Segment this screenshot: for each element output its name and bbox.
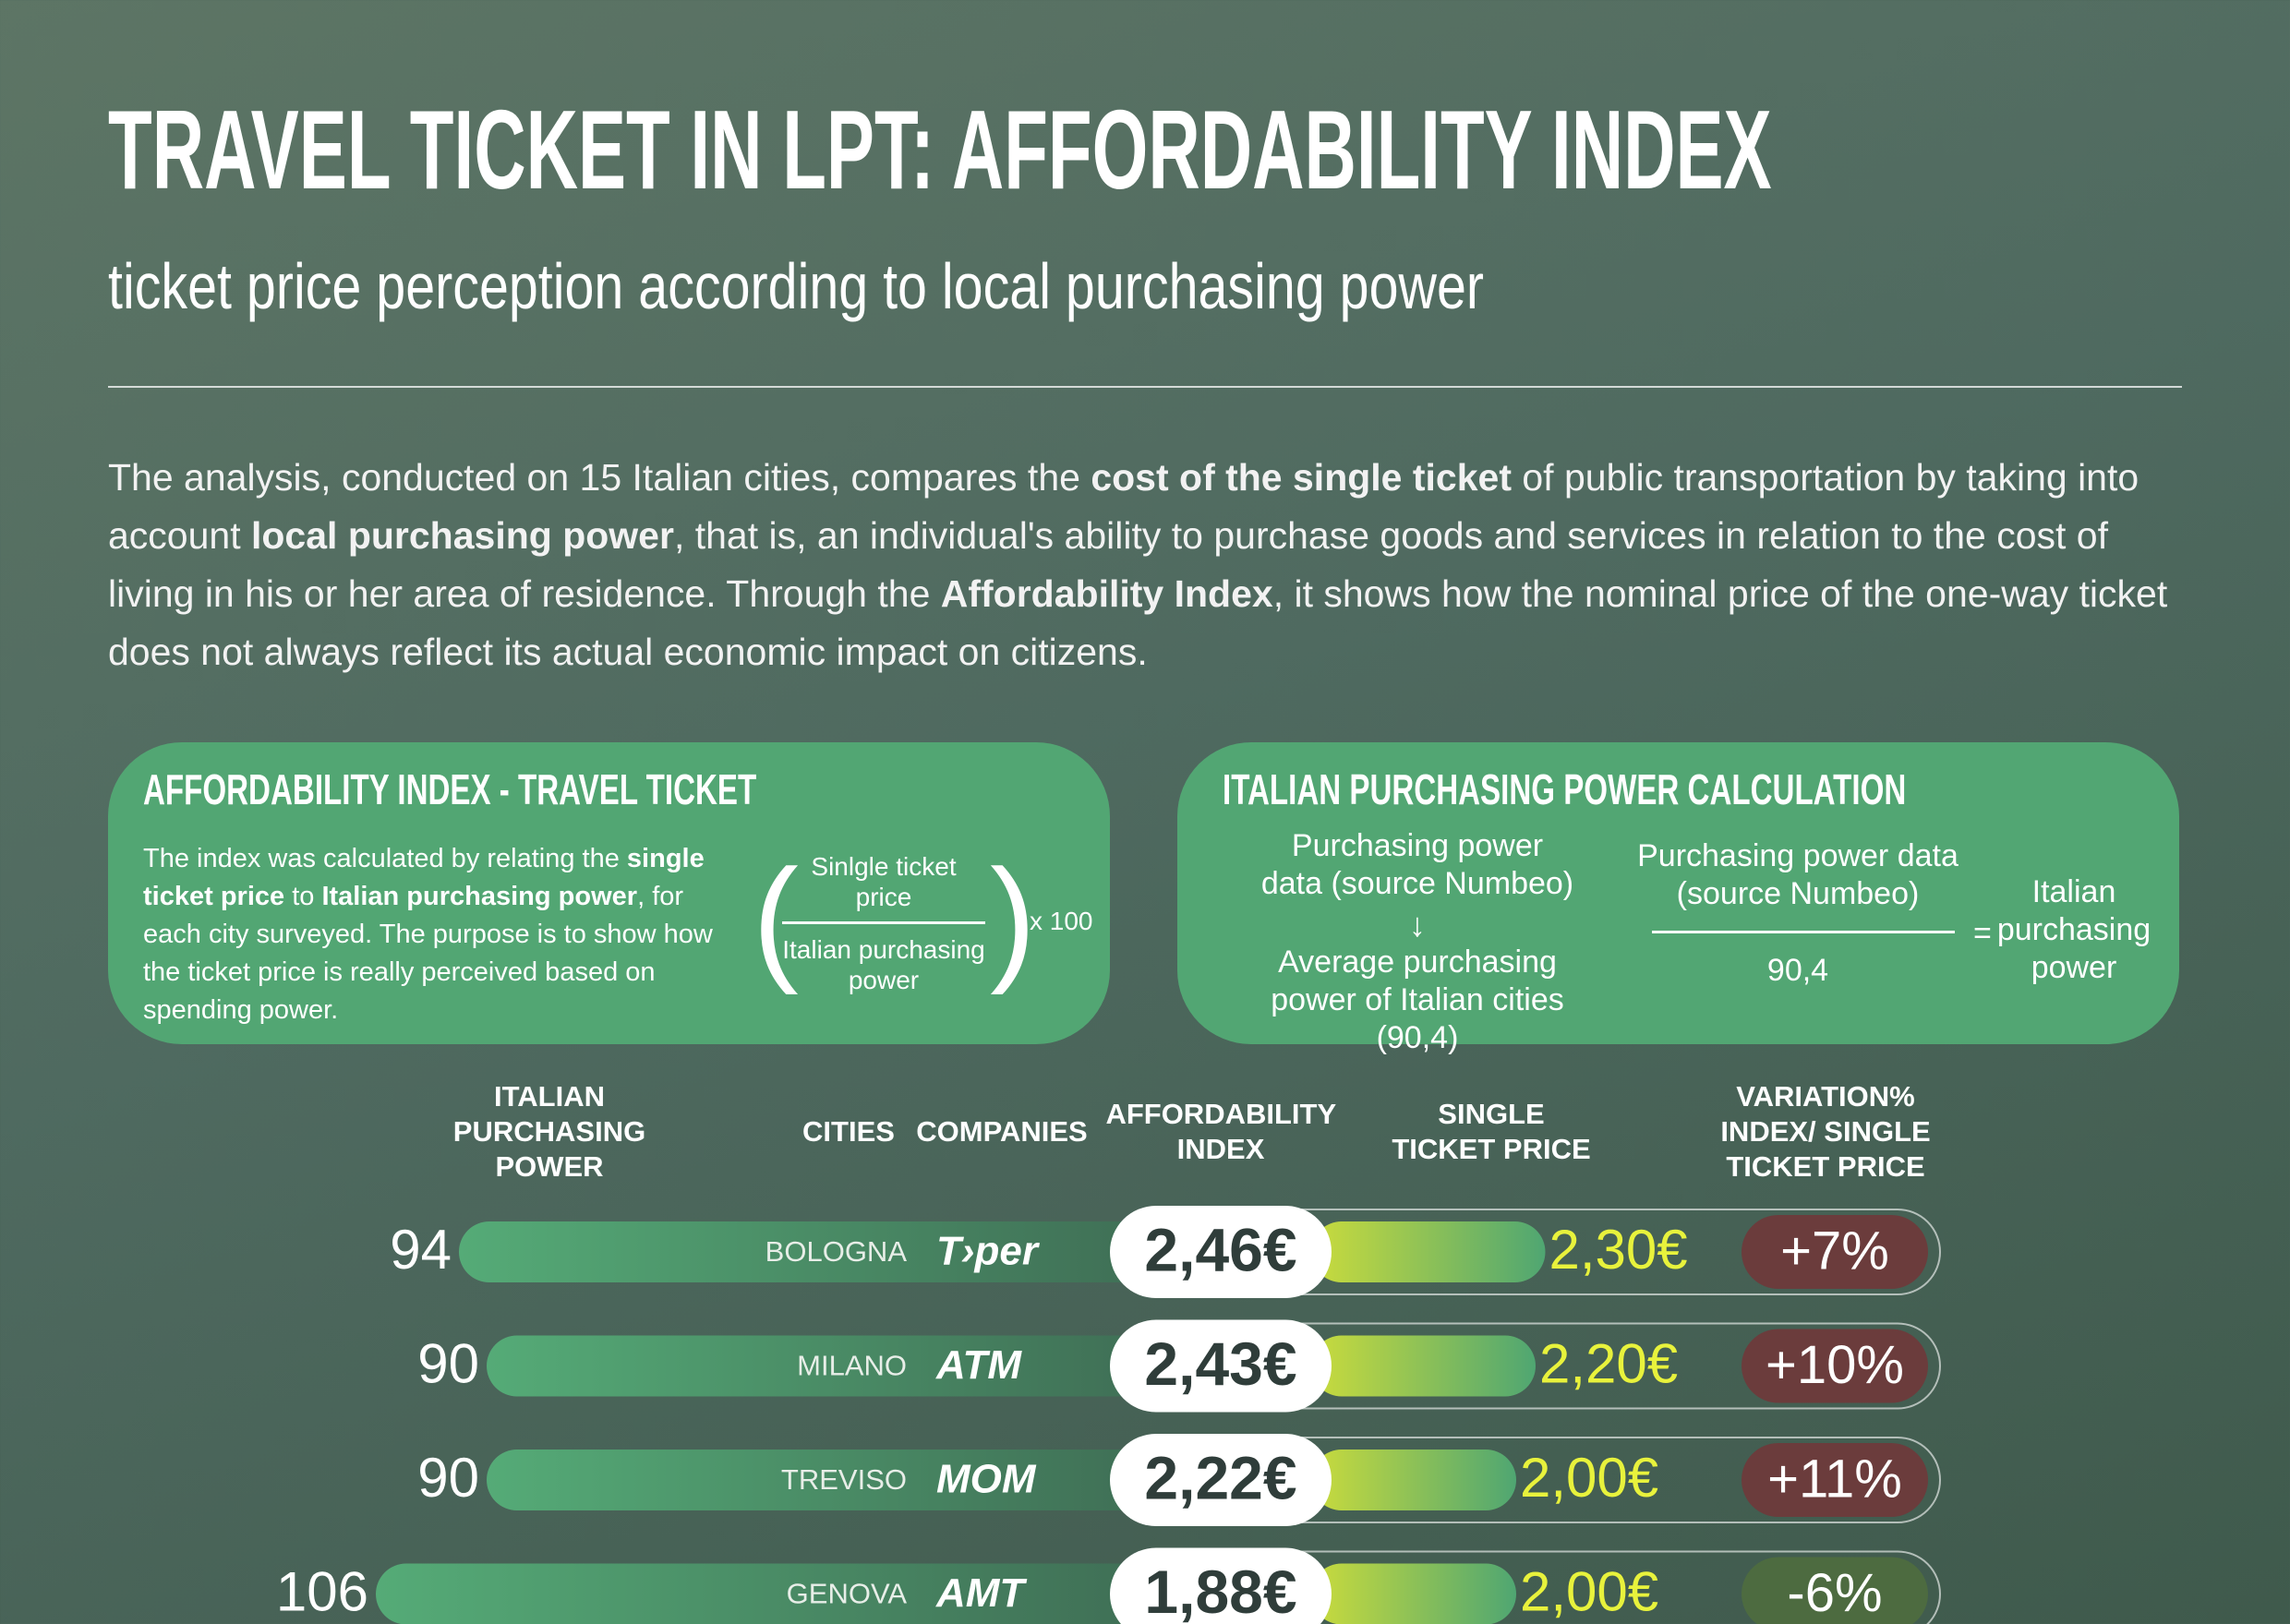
variation-pill: [1742, 1329, 1928, 1403]
text: The analysis, conducted on 15 Italian ci…: [108, 456, 1091, 499]
bold-text: cost of the single ticket: [1091, 456, 1512, 499]
denominator: 90,4: [1766, 953, 1829, 988]
price-bar: [1311, 1563, 1516, 1624]
index-pill: [1110, 1547, 1332, 1624]
index-label: 2,46€: [1144, 1215, 1296, 1283]
power-box: ITALIAN PURCHASING POWER CALCULATION Pur…: [1177, 742, 2179, 1055]
price-label: 2,00€: [1520, 1560, 1658, 1622]
power-value: 90: [417, 1447, 479, 1509]
variation-label: +7%: [1780, 1221, 1889, 1281]
text: , it shows how the nominal price of the …: [108, 572, 2168, 673]
text: The index was calculated by relating the: [143, 844, 627, 873]
multiplier: x 100: [1030, 907, 1093, 935]
text: to: [284, 882, 322, 911]
variation-pill: [1742, 1443, 1928, 1517]
paren: (: [753, 840, 799, 995]
column-header: VARIATION% INDEX/ SINGLE TICKET PRICE: [1720, 1080, 1931, 1183]
power-bar: [459, 1221, 1154, 1282]
city: MILANO: [797, 1350, 907, 1382]
bold-text: Italian purchasing power: [321, 882, 638, 911]
index-label: 2,43€: [1144, 1329, 1296, 1398]
variation-label: +11%: [1767, 1449, 1902, 1509]
intro: The analysis, conducted on 15 Italian ci…: [108, 449, 2186, 681]
column-header: CITIES: [802, 1115, 895, 1148]
average: Average purchasing power of Italian citi…: [1271, 944, 1564, 1055]
title-wrap: TRAVEL TICKET IN LPT: AFFORDABILITY INDE…: [108, 85, 2290, 214]
company: ATM: [935, 1342, 1022, 1388]
company: MOM: [936, 1457, 1037, 1502]
price-label: 2,20€: [1539, 1332, 1678, 1394]
price-bar: [1311, 1450, 1516, 1510]
index-label: 1,88€: [1144, 1558, 1296, 1624]
company: AMT: [935, 1570, 1027, 1616]
denominator: Italian purchasing power: [782, 935, 985, 994]
subtitle-wrap: ticket price perception according to loc…: [108, 249, 1786, 323]
price-bar: [1311, 1221, 1546, 1282]
variation-label: -6%: [1787, 1563, 1882, 1623]
price-label: 2,00€: [1520, 1447, 1658, 1509]
variation-pill: [1742, 1557, 1928, 1624]
fraction-line: [782, 921, 985, 924]
bold-text: Affordability Index: [940, 572, 1273, 615]
column-header: SINGLE TICKET PRICE: [1392, 1098, 1591, 1165]
box-title: AFFORDABILITY INDEX - TRAVEL TICKET: [143, 765, 757, 813]
arrow: ↓: [1409, 906, 1426, 944]
bold-text: single ticket price: [143, 844, 705, 911]
power-value: 90: [417, 1332, 479, 1394]
city: BOLOGNA: [765, 1235, 908, 1268]
source: Purchasing power data (source Numbeo): [1260, 828, 1574, 901]
variation-pill: [1742, 1215, 1928, 1289]
box-title: ITALIAN PURCHASING POWER CALCULATION: [1223, 765, 1907, 813]
index-pill: [1110, 1319, 1332, 1413]
company: T›per: [936, 1229, 1041, 1274]
index-pill: [1110, 1206, 1332, 1298]
subtitle: ticket price perception according to loc…: [108, 250, 1485, 322]
paren: ): [990, 840, 1036, 995]
text: , that is, an individual's ability to pu…: [108, 514, 2108, 615]
power-bar: [487, 1450, 1154, 1510]
column-header: ITALIAN PURCHASING POWER: [452, 1080, 646, 1183]
column-header: COMPANIES: [916, 1115, 1088, 1148]
price-bar: [1311, 1335, 1536, 1397]
fraction-line: [1652, 931, 1955, 933]
variation-label: +10%: [1766, 1335, 1904, 1395]
power-bar: [376, 1563, 1154, 1624]
numerator: Sinlgle ticket price: [811, 852, 957, 911]
bold-text: local purchasing power: [251, 514, 674, 557]
power-value: 106: [276, 1560, 368, 1622]
result: Italian purchasing power: [1996, 874, 2151, 985]
column-header: AFFORDABILITY INDEX: [1105, 1098, 1337, 1165]
title: TRAVEL TICKET IN LPT: AFFORDABILITY INDE…: [108, 87, 1772, 212]
numerator: Purchasing power data (source Numbeo): [1637, 838, 1959, 911]
power-value: 94: [390, 1219, 452, 1281]
box-text: The index was calculated by relating the…: [143, 840, 734, 1029]
equals: =: [1973, 916, 1992, 951]
index-label: 2,22€: [1144, 1443, 1296, 1511]
city: TREVISO: [781, 1463, 907, 1496]
text: of public transportation by taking into …: [108, 456, 2139, 557]
text: , for each city surveyed. The purpose is…: [143, 882, 713, 1025]
power-bar: [487, 1335, 1154, 1397]
city: GENOVA: [787, 1578, 908, 1610]
divider: [108, 386, 2182, 388]
index-box: AFFORDABILITY INDEX - TRAVEL TICKET The …: [108, 742, 1110, 1044]
price-label: 2,30€: [1549, 1219, 1688, 1281]
index-pill: [1110, 1434, 1332, 1526]
